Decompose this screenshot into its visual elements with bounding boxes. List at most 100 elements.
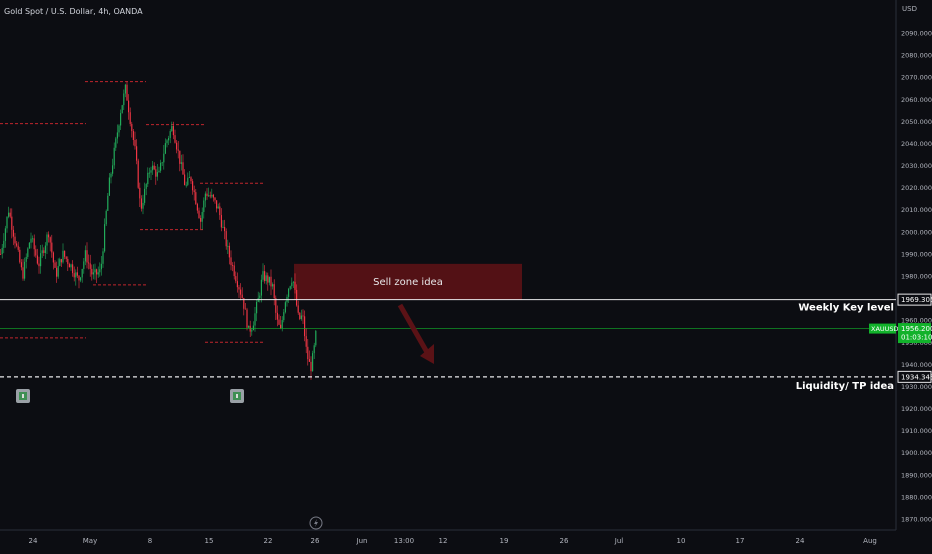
- candle-body: [278, 319, 280, 325]
- candles: [0, 81, 317, 380]
- candle-body: [304, 316, 306, 337]
- price-tick-label: 2070.000: [901, 74, 932, 82]
- candle-body: [176, 142, 178, 150]
- candle-body: [312, 353, 314, 372]
- price-tick-label: 1870.000: [901, 516, 932, 524]
- candle-body: [280, 324, 282, 329]
- price-tick-label: 1980.000: [901, 273, 932, 281]
- price-tick-label: 1890.000: [901, 471, 932, 479]
- candle-body: [217, 206, 219, 209]
- candle-body: [265, 275, 267, 282]
- candle-body: [139, 187, 141, 199]
- candle-body: [203, 200, 205, 213]
- candle-body: [209, 195, 211, 197]
- candle-body: [300, 315, 302, 320]
- candle-body: [112, 165, 114, 174]
- candle-body: [268, 276, 270, 283]
- price-tick-label: 2060.000: [901, 96, 932, 104]
- candle-body: [102, 251, 104, 264]
- candle-body: [121, 105, 123, 114]
- candle-body: [294, 281, 296, 290]
- candle-body: [57, 266, 59, 277]
- candle-body: [158, 170, 160, 173]
- time-tick-label: 24: [796, 537, 805, 545]
- candle-body: [25, 256, 27, 262]
- candle-body: [76, 272, 78, 276]
- candle-body: [289, 286, 291, 289]
- candle-body: [78, 275, 80, 281]
- candle-body: [291, 282, 293, 287]
- price-tick-label: 1940.000: [901, 361, 932, 369]
- candle-body: [160, 162, 162, 171]
- candle-body: [30, 238, 32, 243]
- weekly-level-badge: 1969.305: [897, 293, 932, 306]
- candle-body: [208, 195, 210, 197]
- candle-body: [145, 184, 147, 189]
- candle-body: [292, 281, 294, 283]
- candle-body: [129, 112, 131, 124]
- candle-body: [224, 226, 226, 232]
- candle-body: [32, 238, 34, 240]
- candle-body: [20, 262, 22, 268]
- candle-body: [115, 138, 117, 148]
- price-axis[interactable]: 2090.000 2080.000 2070.000 2060.000 2050.000…: [901, 30, 932, 524]
- price-tick-label: 1900.000: [901, 449, 932, 457]
- time-tick-label: 13:00: [394, 537, 414, 545]
- sell-arrow-shaft: [397, 303, 431, 356]
- candle-body: [100, 263, 102, 270]
- candle-body: [8, 212, 10, 217]
- candle-body: [284, 302, 286, 313]
- lightning-icon[interactable]: [309, 516, 323, 530]
- lightning-icon-ring: [309, 516, 323, 530]
- candle-body: [155, 169, 157, 177]
- price-tick-label: 2080.000: [901, 52, 932, 60]
- candle-body: [230, 257, 232, 266]
- countdown-label: 01:03:10: [901, 334, 932, 342]
- tp-level-badge: 1934.345: [897, 370, 932, 383]
- candle-body: [72, 264, 74, 274]
- candle-body: [99, 269, 101, 273]
- candle-body: [16, 243, 18, 246]
- candle-body: [123, 93, 125, 106]
- candle-body: [150, 170, 152, 173]
- candle-body: [17, 245, 19, 250]
- candle-body: [259, 295, 261, 299]
- time-tick-label: May: [83, 537, 97, 545]
- candle-body: [195, 192, 197, 205]
- candle-body: [56, 267, 58, 277]
- candle-body: [262, 271, 264, 280]
- candle-body: [137, 160, 139, 188]
- candle-body: [297, 305, 299, 313]
- sell-arrow-head: [420, 344, 434, 364]
- candle-body: [52, 252, 54, 263]
- candle-body: [244, 308, 246, 310]
- symbol-badge: [869, 323, 896, 334]
- time-tick-label: 17: [736, 537, 745, 545]
- candle-body: [225, 231, 227, 247]
- price-tick-label: 1960.000: [901, 317, 932, 325]
- candle-body: [54, 262, 56, 268]
- candle-body: [105, 210, 107, 225]
- candle-body: [168, 137, 170, 141]
- candle-body: [254, 313, 256, 326]
- candle-body: [126, 84, 128, 101]
- candle-body: [83, 261, 85, 269]
- candle-body: [272, 284, 274, 287]
- currency-label: USD: [902, 5, 917, 13]
- candle-body: [118, 125, 120, 133]
- candle-body: [288, 288, 290, 297]
- candle-body: [222, 226, 224, 228]
- money-flag-icon[interactable]: [230, 389, 244, 403]
- money-flag-icon-center: [22, 394, 24, 398]
- candle-body: [185, 184, 187, 186]
- candle-body: [172, 126, 174, 136]
- candle-body: [153, 165, 155, 170]
- candle-body: [212, 194, 214, 198]
- time-axis[interactable]: 24 May 8 15 22 26 Jun 13:00 12 19 26 Jul 10 17 24 Aug: [29, 537, 877, 545]
- candle-body: [28, 242, 30, 249]
- money-flag-icon[interactable]: [16, 389, 30, 403]
- price-label: 1956.200: [901, 325, 932, 333]
- sell-zone-box[interactable]: [294, 263, 522, 300]
